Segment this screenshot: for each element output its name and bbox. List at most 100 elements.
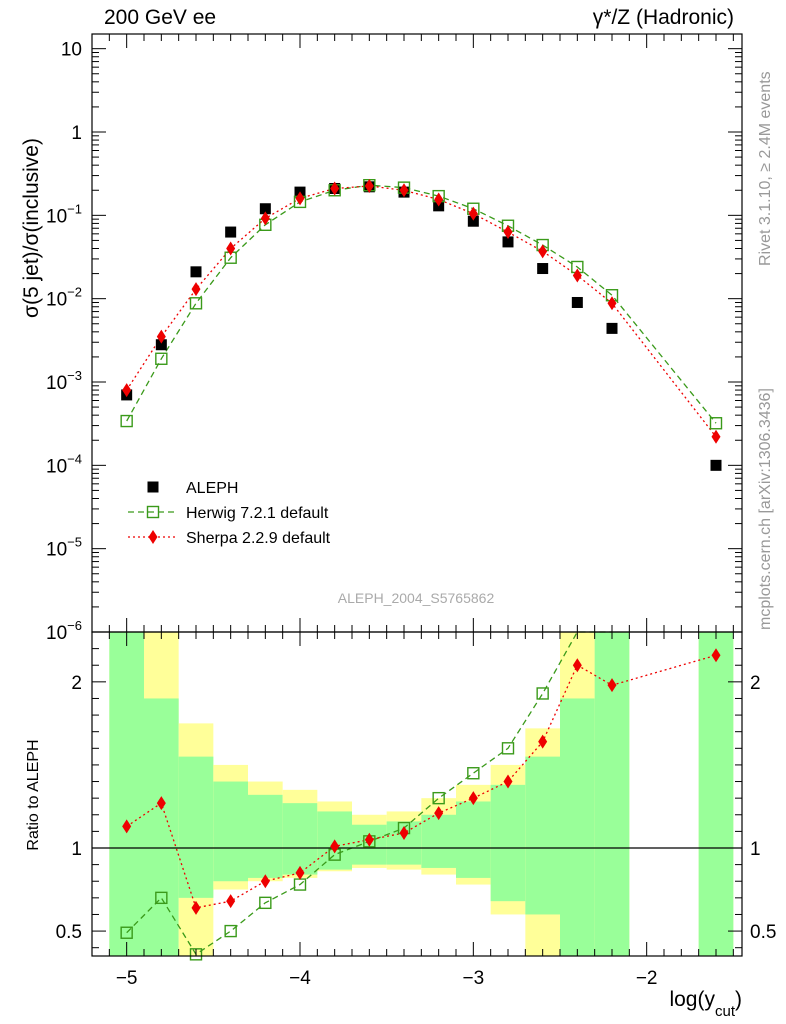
main-point-2-1 bbox=[156, 329, 166, 344]
main-ytick-label: 10−3 bbox=[46, 368, 82, 394]
ratio-point-0-4 bbox=[259, 896, 272, 910]
main-point-0-2 bbox=[190, 266, 202, 278]
main-point-0-12 bbox=[537, 263, 549, 275]
ratio-point-1-9 bbox=[434, 806, 444, 821]
main-ytick-label: 10−5 bbox=[46, 535, 82, 561]
main-point-2-7 bbox=[364, 178, 374, 193]
x-axis-label-close: ) bbox=[735, 988, 742, 1011]
main-point-2-13 bbox=[572, 268, 582, 283]
main-point-0-15 bbox=[710, 459, 722, 471]
band-inner-1 bbox=[144, 698, 179, 956]
main-ytick-label: 10−4 bbox=[46, 451, 82, 477]
main-point-1-1 bbox=[155, 352, 168, 365]
ratio-point-1-1 bbox=[156, 796, 166, 811]
side-label-rivet: Rivet 3.1.10, ≥ 2.4M events bbox=[757, 36, 777, 266]
ratio-point-1-13 bbox=[572, 658, 582, 673]
ratio-point-0-12 bbox=[536, 687, 549, 700]
x-axis-label-subscript: cut bbox=[715, 1003, 736, 1020]
main-point-2-10 bbox=[468, 206, 478, 221]
y-axis-label-main: σ(5 jet)/σ(inclusive) bbox=[20, 138, 43, 318]
legend-marker-2 bbox=[148, 530, 158, 544]
ratio-xtick-label: −5 bbox=[116, 968, 138, 989]
main-point-2-11 bbox=[503, 225, 513, 240]
main-point-1-2 bbox=[189, 297, 203, 310]
ratio-point-0-2 bbox=[189, 948, 203, 961]
legend-marker-1 bbox=[146, 505, 160, 519]
series-markers bbox=[120, 178, 723, 961]
ratio-point-0-0 bbox=[120, 926, 133, 939]
main-point-2-6 bbox=[330, 181, 340, 196]
axis-ticks bbox=[91, 34, 742, 956]
main-point-0-13 bbox=[571, 296, 583, 308]
main-line-2 bbox=[126, 185, 717, 438]
main-point-2-0 bbox=[122, 383, 132, 398]
band-inner-12 bbox=[525, 756, 560, 915]
band-inner-10 bbox=[456, 801, 491, 878]
ratio-uncertainty-bands bbox=[109, 632, 734, 956]
x-axis-label-main: log(y bbox=[669, 988, 715, 1011]
band-inner-0 bbox=[109, 632, 144, 956]
band-inner-2 bbox=[178, 756, 214, 898]
band-inner-4 bbox=[248, 794, 283, 878]
main-point-2-15 bbox=[711, 429, 721, 444]
ratio-ytick-label-right: 2 bbox=[750, 673, 761, 694]
ratio-point-1-7 bbox=[364, 832, 374, 847]
band-inner-9 bbox=[421, 814, 456, 868]
legend-label-1: Herwig 7.2.1 default bbox=[186, 505, 329, 522]
ratio-point-1-6 bbox=[330, 839, 340, 854]
ratio-point-1-3 bbox=[226, 894, 236, 909]
side-label-rivet-text: Rivet 3.1.10, ≥ 2.4M events bbox=[757, 71, 774, 266]
legend-marker-0 bbox=[147, 481, 159, 493]
band-inner-11 bbox=[490, 784, 526, 902]
ratio-point-1-15 bbox=[711, 648, 721, 663]
main-point-0-4 bbox=[259, 203, 271, 215]
side-label-mcplots: mcplots.cern.ch [arXiv:1306.3436] bbox=[757, 340, 777, 630]
ratio-frame bbox=[91, 631, 743, 957]
main-ytick-label: 10−1 bbox=[46, 201, 82, 227]
ratio-ytick-label-right: 1 bbox=[750, 839, 761, 860]
analysis-watermark: ALEPH_2004_S5765862 bbox=[338, 590, 495, 606]
main-point-2-8 bbox=[399, 183, 409, 198]
y-axis-label-ratio: Ratio to ALEPH bbox=[25, 739, 42, 850]
ratio-xtick-label: −2 bbox=[636, 968, 658, 989]
ratio-ytick-label-right: 0.5 bbox=[750, 922, 776, 943]
main-point-2-14 bbox=[607, 296, 617, 311]
main-point-0-10 bbox=[467, 215, 479, 227]
band-inner-3 bbox=[213, 781, 248, 882]
ratio-point-1-12 bbox=[538, 734, 548, 749]
main-ytick-label: 10−2 bbox=[46, 285, 82, 311]
band-inner-13 bbox=[560, 698, 595, 956]
main-ytick-label: 1 bbox=[71, 123, 82, 144]
main-point-2-12 bbox=[538, 244, 548, 259]
ratio-xtick-label: −4 bbox=[289, 968, 311, 989]
main-line-1 bbox=[126, 184, 717, 424]
ratio-point-1-0 bbox=[122, 819, 132, 834]
ratio-point-0-11 bbox=[501, 742, 515, 755]
ratio-point-0-3 bbox=[224, 924, 237, 938]
ratio-point-1-10 bbox=[468, 791, 478, 806]
main-point-0-1 bbox=[155, 339, 167, 351]
main-point-1-15 bbox=[709, 417, 723, 430]
ratio-point-1-4 bbox=[260, 874, 270, 889]
ratio-ytick-label-left: 1 bbox=[71, 839, 82, 860]
header-right-label: γ*/Z (Hadronic) bbox=[592, 6, 734, 29]
legend-label-0: ALEPH bbox=[186, 480, 238, 497]
plot-frames bbox=[91, 33, 743, 957]
ratio-xtick-label: −3 bbox=[462, 968, 484, 989]
band-inner-5 bbox=[282, 803, 318, 875]
ratio-point-1-2 bbox=[191, 900, 201, 915]
ratio-point-1-11 bbox=[503, 774, 513, 789]
header-left-label: 200 GeV ee bbox=[104, 6, 217, 29]
main-point-2-2 bbox=[191, 282, 201, 297]
ratio-point-0-10 bbox=[467, 767, 480, 780]
legend-label-2: Sherpa 2.2.9 default bbox=[186, 530, 331, 547]
main-point-0-3 bbox=[225, 226, 237, 238]
main-point-0-11 bbox=[502, 236, 514, 248]
legend: ALEPH Herwig 7.2.1 default Sherpa 2.2.9 de… bbox=[128, 480, 331, 547]
main-point-2-4 bbox=[260, 211, 270, 226]
main-ytick-label: 10−6 bbox=[46, 618, 82, 644]
ratio-ytick-label-left: 0.5 bbox=[56, 922, 82, 943]
ratio-point-1-14 bbox=[607, 678, 617, 693]
